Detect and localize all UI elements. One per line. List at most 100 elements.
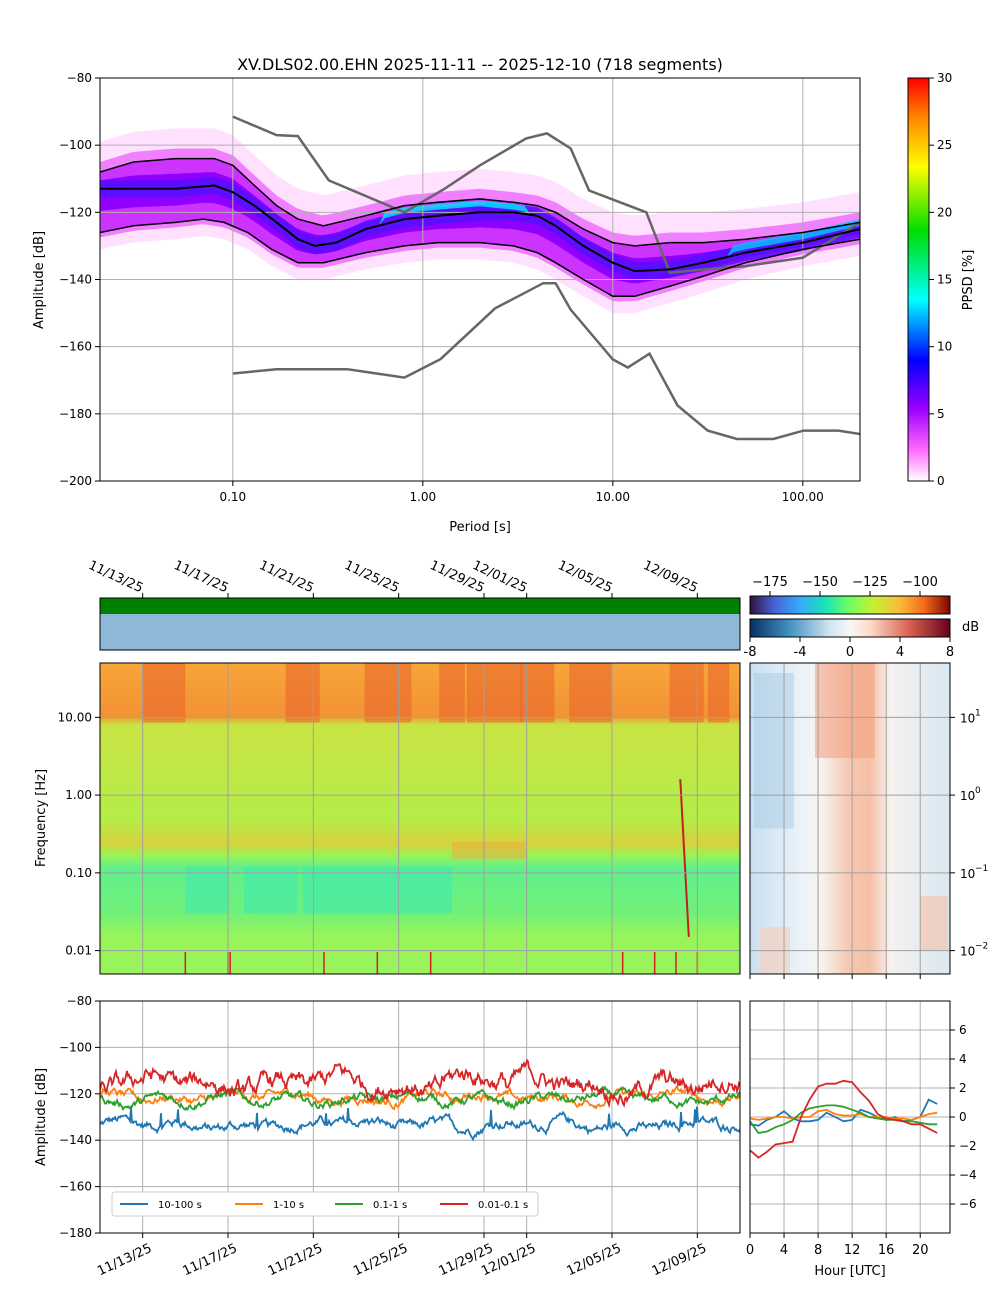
timeseries-ylabel: Amplitude [dB] (34, 1068, 49, 1166)
spectrogram-quiet-patch (345, 866, 388, 914)
timeseries-xtick-label: 11/13/25 (95, 1241, 154, 1279)
diurnal-ytick-label: 10 (960, 711, 975, 725)
top-date-label: 11/13/25 (86, 558, 145, 596)
top-date-label: 12/05/25 (555, 558, 614, 596)
ppsd-core-band (100, 177, 860, 280)
diurnal-cool-patch (754, 673, 794, 829)
timeseries-ytick-label: −100 (59, 1040, 92, 1054)
spectrogram-high-energy-patch (439, 663, 465, 723)
ppsd-colorbar-tick-label: 15 (937, 273, 952, 287)
top-date-label: 12/09/25 (641, 558, 700, 596)
ppsd-colorbar-tick-label: 5 (937, 407, 945, 421)
spectrogram-top-date-ticks: 11/13/25 11/17/25 11/21/25 11/25/25 11/29/25… (86, 558, 700, 598)
spectrogram-axis-ticks: 0.01 0.10 1.00 10.00 (58, 710, 100, 958)
top-date-label: 11/21/25 (257, 558, 316, 596)
ppsd-mean-line (100, 184, 860, 273)
diurnal-colorbar-tick-label: -4 (794, 645, 807, 660)
spectrogram-ytick-label: 0.01 (65, 944, 92, 958)
legend-label: 0.1-1 s (373, 1200, 407, 1211)
ppsd-ytick-label: −160 (59, 340, 92, 354)
ppsd-lower-percentile-line (100, 218, 860, 298)
timeseries-ytick-label: −160 (59, 1180, 92, 1194)
legend-label: 0.01-0.1 s (478, 1200, 528, 1211)
hourly-ytick-label: −4 (959, 1168, 977, 1182)
hourly-line-0-01-0-1-s (750, 1079, 938, 1159)
ppsd-axis-ticks: 0.10 1.00 10.00 100.00 −200 −180 −160 −140 −120 −… (59, 71, 824, 504)
spectrogram-ytick-label: 10.00 (58, 710, 92, 724)
ppsd-ytick-label: −180 (59, 407, 92, 421)
timeseries-xtick-label: 11/17/25 (180, 1241, 239, 1279)
ppsd-xtick-label: 10.00 (596, 490, 630, 504)
diurnal-warm-patch (815, 663, 875, 758)
timeseries-xtick-label: 12/05/25 (564, 1241, 623, 1279)
timeseries-line-0-01-0-1-s (100, 1058, 740, 1109)
spectrogram-quiet-patch (185, 866, 228, 914)
ppsd-colorbar-tick-label: 0 (937, 474, 945, 488)
hourly-ytick-label: 6 (959, 1023, 967, 1037)
timeseries-xtick-label: 11/25/25 (351, 1241, 410, 1279)
hourly-ytick-label: 0 (959, 1110, 967, 1124)
spectrogram-colorbar-tick-label: −100 (902, 575, 938, 590)
ppsd-colorbar-label: PPSD [%] (961, 250, 976, 311)
hourly-axis-ticks: 0 4 8 12 16 20 −6 −4 −2 0 2 4 6 (746, 1023, 977, 1258)
ppsd-xtick-label: 0.10 (219, 490, 246, 504)
ppsd-upper-percentile-line (100, 157, 860, 247)
spectrogram-colorbar-tick-label: −125 (852, 575, 888, 590)
ppsd-panel: 0.10 1.00 10.00 100.00 −200 −180 −160 −140 −120 −… (32, 71, 861, 535)
spectrogram-high-energy-patch (364, 663, 412, 723)
spectrogram-quiet-patch (388, 866, 452, 914)
spectrogram-spike (679, 779, 690, 937)
ppsd-ytick-label: −100 (59, 138, 92, 152)
spectrogram-ylabel: Frequency [Hz] (34, 769, 49, 867)
timeseries-panel: 11/13/25 11/17/25 11/21/25 11/25/25 11/29/25… (34, 994, 741, 1279)
hourly-ytick-label: −2 (959, 1139, 977, 1153)
spectrogram-quiet-patch (302, 866, 346, 914)
spectrogram-high-energy-patch (669, 663, 704, 723)
diurnal-warm-patch (920, 896, 948, 951)
diurnal-ytick-label: 10 (960, 789, 975, 803)
spectrogram-high-energy-patch (142, 663, 186, 723)
timeseries-line-0-1-1-s (100, 1085, 740, 1112)
diurnal-colorbar: -8 -4 0 4 8 dB (744, 618, 979, 660)
spectrogram-high-energy-patch (466, 663, 523, 723)
diurnal-ytick-label: 10 (960, 867, 975, 881)
spectrogram-ytick-label: 0.10 (65, 866, 92, 880)
ppsd-peak-ridge (100, 185, 860, 271)
timeseries-line-10-100-s (100, 1106, 740, 1142)
legend-label: 10-100 s (158, 1200, 202, 1211)
timeseries-ytick-label: −180 (59, 1226, 92, 1240)
ppsd-ytick-label: −200 (59, 474, 92, 488)
ppsd-xlabel: Period [s] (449, 520, 511, 535)
hourly-ytick-label: −6 (959, 1197, 977, 1211)
spectrogram-microseism-band (452, 841, 527, 860)
hourly-line-0-1-1-s (750, 1104, 938, 1134)
spectrogram-high-energy-patch (285, 663, 320, 723)
hourly-xtick-label: 0 (746, 1243, 754, 1258)
spectrogram-quiet-patch (244, 866, 298, 914)
spectrogram-high-energy-patch (520, 663, 555, 723)
hourly-xtick-label: 12 (844, 1243, 861, 1258)
ppsd-ytick-label: −80 (67, 71, 92, 85)
hourly-xtick-label: 4 (780, 1243, 788, 1258)
spectrogram-grid (100, 663, 740, 974)
diurnal-colorbar-tick-label: -8 (744, 645, 757, 660)
ppsd-density-band (100, 128, 860, 314)
diurnal-colorbar-label: dB (962, 620, 979, 635)
ppsd-ytick-label: −120 (59, 205, 92, 219)
hourly-xlabel: Hour [UTC] (814, 1264, 885, 1279)
legend-box (111, 1191, 539, 1217)
diurnal-colorbar-tick-label: 4 (896, 645, 904, 660)
diurnal-colorbar-tick-label: 8 (946, 645, 954, 660)
timeseries-xtick-label: 11/21/25 (266, 1241, 325, 1279)
timeseries-ytick-label: −140 (59, 1133, 92, 1147)
hourly-xtick-label: 20 (912, 1243, 929, 1258)
spectrogram-high-energy-patch (569, 663, 612, 723)
timeseries-lines (100, 1058, 740, 1142)
figure-title: XV.DLS02.00.EHN 2025-11-11 -- 2025-12-10… (237, 55, 723, 74)
ppsd-colorbar-tick-label: 25 (937, 138, 952, 152)
spectrogram-high-energy-patch (708, 663, 730, 723)
timeseries-legend: 10-100 s 1-10 s 0.1-1 s 0.01-0.1 s (111, 1191, 539, 1217)
diurnal-ytick-exponent: −2 (975, 942, 988, 952)
